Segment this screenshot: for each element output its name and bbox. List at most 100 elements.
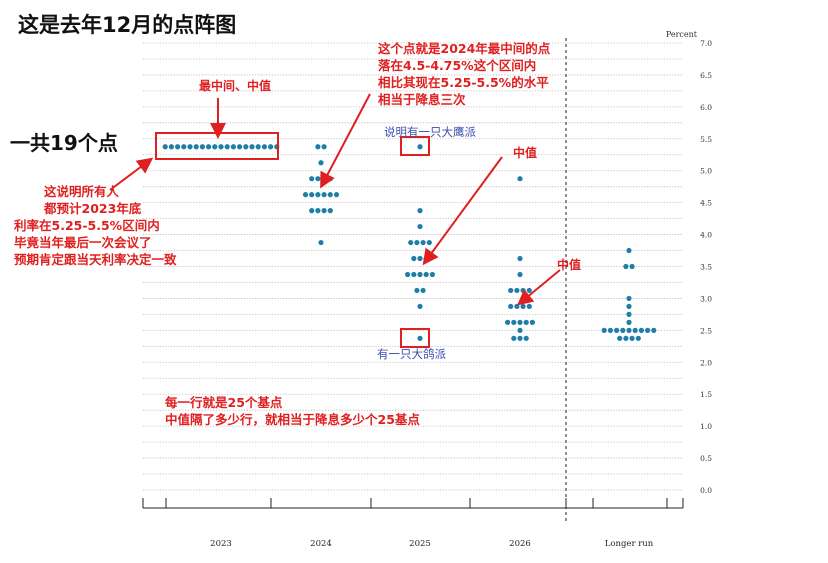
dot-point — [417, 208, 423, 214]
y-tick-label: 3.5 — [700, 263, 712, 272]
dot-point — [318, 160, 324, 166]
dot-point — [414, 239, 420, 246]
dot-point — [626, 327, 632, 333]
dot-point — [508, 303, 514, 310]
y-tick-label: 5.0 — [700, 167, 712, 176]
x-tick-label: 2024 — [310, 539, 332, 549]
dot-point — [520, 303, 526, 310]
dot-point — [193, 144, 199, 150]
arrow-median-2026 — [516, 269, 561, 306]
dot-point — [318, 239, 324, 246]
dot-point — [626, 303, 632, 310]
dot-point — [321, 144, 327, 150]
dot-point — [224, 144, 230, 150]
y-tick-label: 1.0 — [700, 422, 712, 431]
dot-point — [411, 255, 417, 262]
dot-point — [417, 255, 423, 262]
dove-box — [400, 328, 430, 348]
y-tick-label: 4.5 — [700, 199, 712, 208]
y-tick-label: 0.5 — [700, 454, 712, 463]
dot-point — [514, 287, 520, 294]
dot-point — [327, 176, 333, 182]
dot-point — [327, 208, 333, 214]
dots-layer — [162, 144, 657, 341]
dot-point — [635, 335, 641, 341]
dot-point — [411, 271, 417, 278]
dot-point — [162, 144, 168, 150]
dot-point — [315, 144, 321, 150]
dot-point — [517, 319, 523, 325]
dot-point — [626, 295, 632, 302]
dot-point — [261, 144, 267, 150]
y-tick-label: 1.5 — [700, 390, 712, 399]
y-tick-label: 2.0 — [700, 358, 712, 367]
dot-point — [199, 144, 205, 150]
dot-point — [601, 327, 607, 333]
dot-point — [514, 303, 520, 310]
dot-point — [638, 327, 645, 333]
dot-point — [623, 335, 629, 341]
dot-point — [414, 287, 420, 294]
dot-point — [529, 319, 536, 325]
dot-point — [417, 271, 423, 278]
dot-point — [511, 319, 517, 325]
y-tick-label: 7.0 — [700, 39, 712, 48]
x-tick-label: 2023 — [210, 539, 232, 549]
dot-point — [175, 144, 181, 150]
dot-point — [420, 287, 426, 294]
rows-line-1: 每一行就是25个基点 — [165, 395, 283, 410]
dot-point — [405, 271, 411, 278]
dot-point — [417, 223, 423, 230]
dot-point — [629, 263, 635, 270]
all-members-line-3: 利率在5.25-5.5%区间内 — [14, 218, 160, 233]
dot-point — [230, 144, 236, 150]
dot-point — [632, 327, 638, 333]
dot-point — [309, 192, 315, 198]
y-tick-label: 0.0 — [700, 486, 712, 495]
dot-point — [511, 335, 517, 341]
arrow-median-2025 — [422, 156, 503, 266]
dot-point — [249, 144, 255, 150]
dot-2024-line-2: 落在4.5-4.75%这个区间内 — [378, 58, 536, 73]
y-tick-label: 5.5 — [700, 135, 712, 144]
rows-line-2: 中值隔了多少行，就相当于降息多少个25基点 — [165, 412, 420, 427]
hawk-label: 说明有一只大鹰派 — [384, 125, 476, 139]
dot-point — [187, 144, 193, 150]
dot-2024-line-3: 相比其现在5.25-5.5%的水平 — [378, 75, 549, 90]
dot-point — [212, 144, 218, 150]
all-members-line-4: 毕竟当年最后一次会议了 — [14, 235, 152, 250]
dove-label: 有一只大鸽派 — [377, 347, 446, 361]
median-2026-label: 中值 — [557, 257, 581, 272]
dot-point — [268, 144, 274, 150]
annotations-layer: 这是去年12月的点阵图 一共19个点 最中间、中值 这说明所有人 都预计2023… — [10, 13, 581, 427]
arrow-2024-dot — [320, 93, 371, 189]
dot-point — [168, 144, 174, 150]
hawk-box — [400, 136, 430, 156]
dot-point — [426, 239, 432, 246]
dot-point — [420, 239, 426, 246]
dot-point — [517, 271, 523, 278]
x-tick-label: 2025 — [409, 539, 431, 549]
total-dots-label: 一共19个点 — [10, 131, 118, 155]
median-center-label: 最中间、中值 — [199, 78, 271, 93]
dot-point — [417, 335, 423, 341]
dot-point — [315, 192, 321, 198]
dot-point — [181, 144, 187, 150]
all-members-line-2: 都预计2023年底 — [43, 201, 142, 216]
y-tick-label: 6.0 — [700, 103, 712, 112]
dot-point — [517, 176, 523, 182]
dot-point — [508, 287, 514, 294]
dot-point — [517, 255, 523, 262]
grid-lines — [143, 42, 683, 491]
all-members-line-5: 预期肯定跟当天利率决定一致 — [14, 252, 177, 267]
dot-point — [620, 327, 626, 333]
dot-2024-line-4: 相当于降息三次 — [378, 92, 466, 107]
dot-point — [255, 144, 261, 150]
dot-point — [302, 192, 309, 198]
dot-point — [206, 144, 212, 150]
dot-point — [520, 287, 526, 294]
dot-point — [517, 335, 523, 341]
median-2025-label: 中值 — [513, 145, 537, 160]
dot-point — [321, 192, 327, 198]
